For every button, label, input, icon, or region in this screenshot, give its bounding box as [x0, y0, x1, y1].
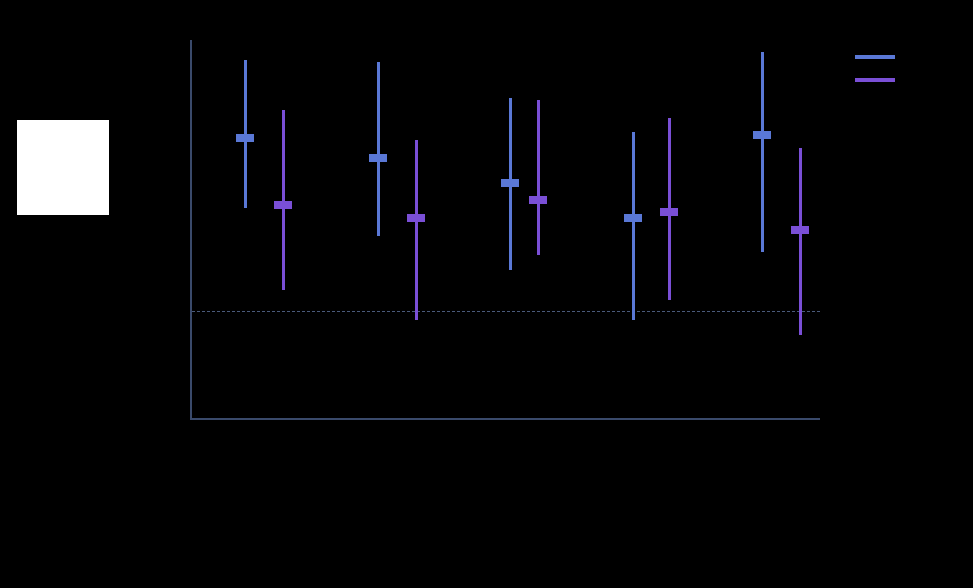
whisker-a-1 — [377, 62, 380, 236]
median-a-4 — [753, 131, 771, 139]
whisker-a-4 — [761, 52, 764, 252]
median-b-1 — [407, 214, 425, 222]
whisker-a-3 — [632, 132, 635, 320]
median-a-2 — [501, 179, 519, 187]
whisker-b-0 — [282, 110, 285, 290]
plot-area — [190, 40, 820, 420]
side-white-panel — [17, 120, 109, 215]
whisker-b-1 — [415, 140, 418, 320]
median-b-3 — [660, 208, 678, 216]
x-axis-line — [190, 418, 820, 420]
median-b-2 — [529, 196, 547, 204]
whisker-b-2 — [537, 100, 540, 255]
median-b-4 — [791, 226, 809, 234]
median-a-3 — [624, 214, 642, 222]
y-axis-line — [190, 40, 192, 420]
median-b-0 — [274, 201, 292, 209]
legend-swatch-series-b — [855, 78, 895, 82]
whisker-b-4 — [799, 148, 802, 335]
median-a-1 — [369, 154, 387, 162]
baseline-dashed — [192, 311, 820, 312]
median-a-0 — [236, 134, 254, 142]
legend-swatch-series-a — [855, 55, 895, 59]
